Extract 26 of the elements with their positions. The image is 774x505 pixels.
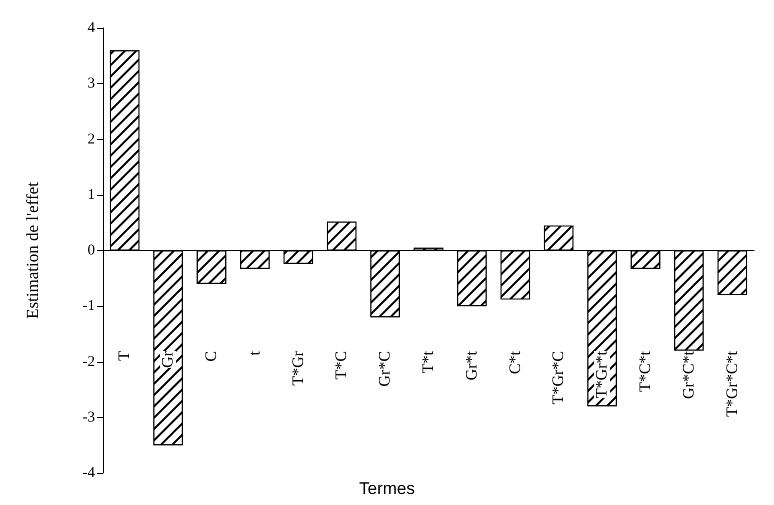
y-tick-label: -2 xyxy=(82,354,95,370)
y-tick-label: 3 xyxy=(88,76,95,92)
x-axis-title: Termes xyxy=(359,479,415,498)
x-tick-label: T xyxy=(116,350,134,361)
y-tick-label: -4 xyxy=(82,465,96,481)
x-tick-label: T*C xyxy=(333,351,350,380)
x-tick-label: T*C*t xyxy=(637,350,654,392)
y-tick-label: 4 xyxy=(88,20,96,36)
y-tick-label: -1 xyxy=(82,298,95,314)
x-tick-label: Gr*t xyxy=(463,350,480,380)
x-tick-label: T*Gr*C*t xyxy=(724,350,741,417)
x-tick-label: C xyxy=(203,351,220,362)
x-tick-label: T*Gr xyxy=(290,350,307,386)
y-tick-label: 1 xyxy=(88,186,95,203)
x-tick-label: C*t xyxy=(506,350,524,374)
x-tick-label: T*t xyxy=(420,350,437,374)
x-tick-label: t xyxy=(246,350,264,356)
x-tick-label: T*Gr*C xyxy=(550,351,568,404)
x-tick-label: T*Gr*t xyxy=(594,350,611,398)
x-tick-label: Gr*C*t xyxy=(680,350,698,399)
y-axis-title: Estimation de l'effet xyxy=(23,182,42,319)
y-tick-label: -3 xyxy=(82,409,95,426)
x-tick-label: Gr*C xyxy=(376,351,394,387)
y-tick-label: 0 xyxy=(88,242,95,258)
x-tick-label: Gr xyxy=(160,350,177,368)
y-tick-label: 2 xyxy=(88,131,95,148)
